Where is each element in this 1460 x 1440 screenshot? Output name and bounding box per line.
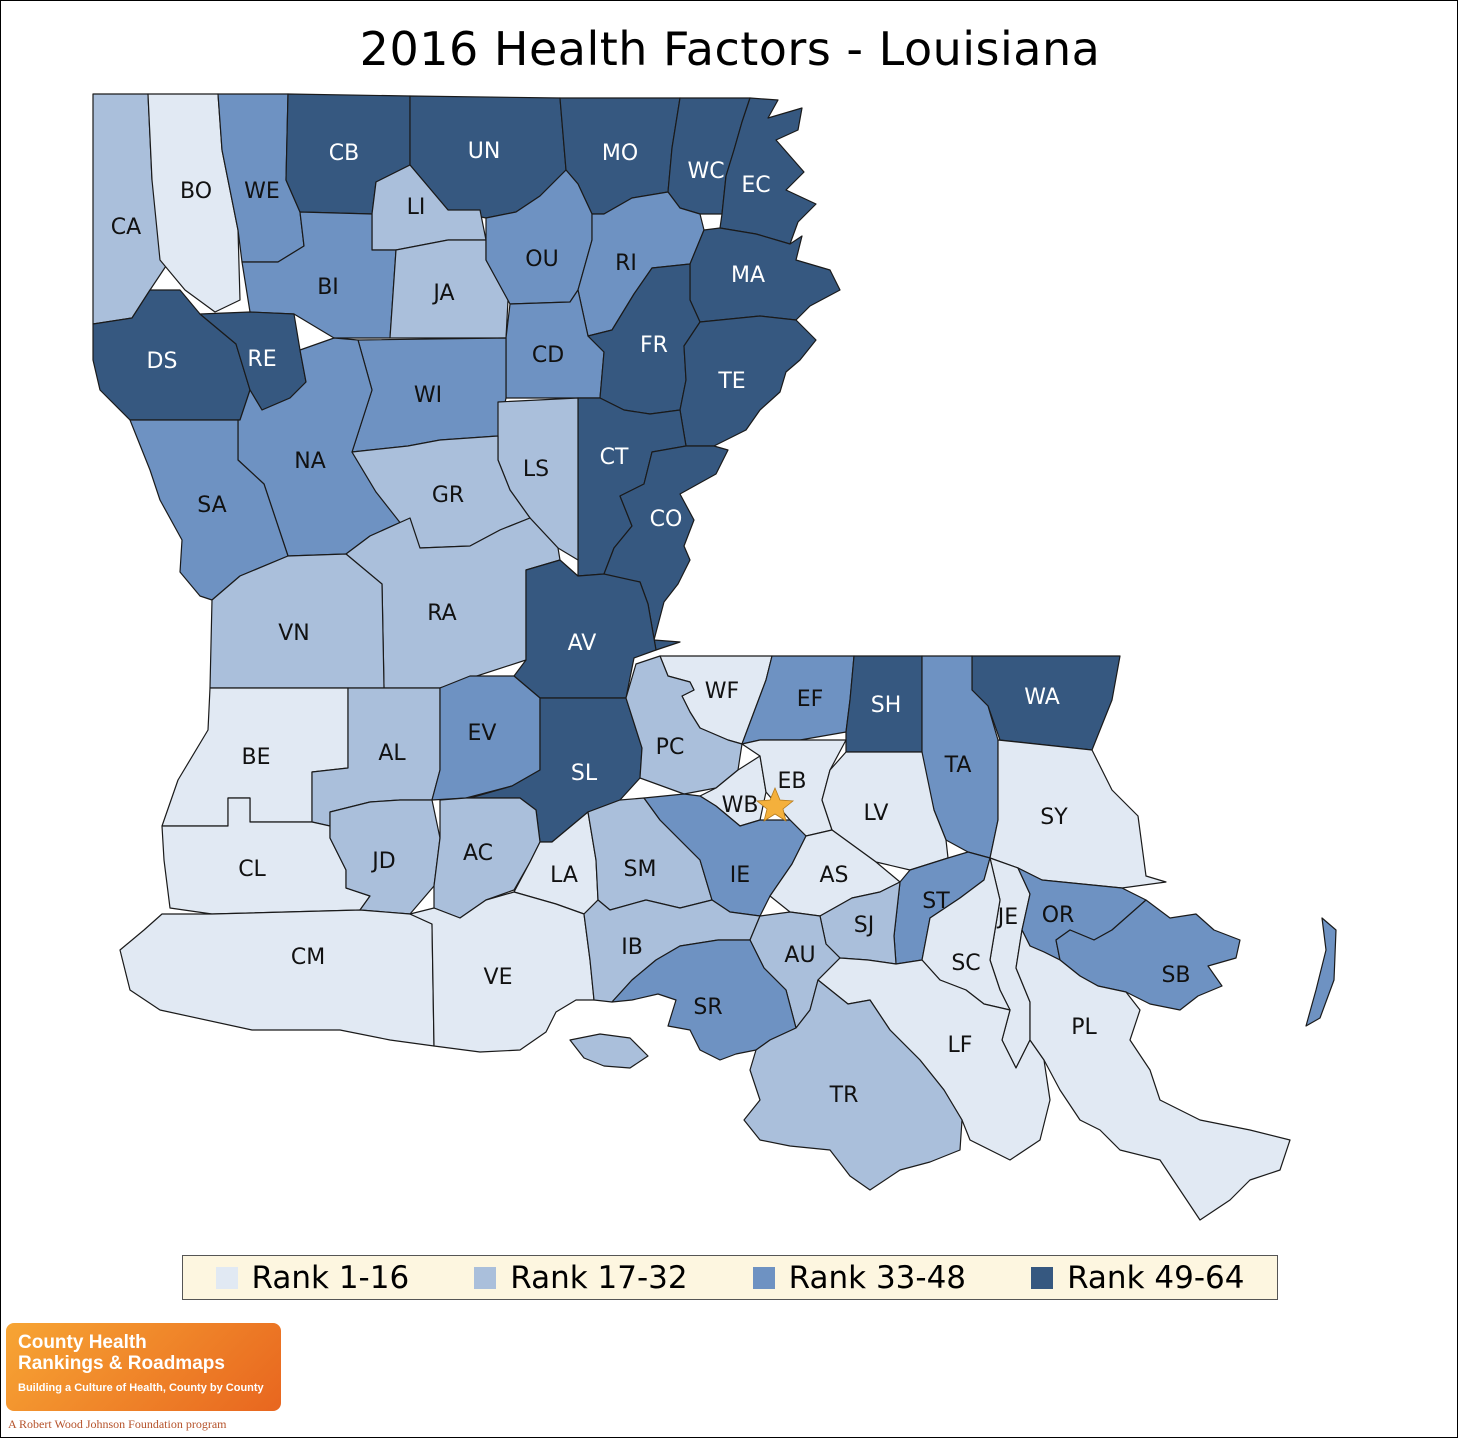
parish-label-ma: MA — [731, 263, 765, 288]
parish-label-wf: WF — [705, 679, 739, 704]
legend-item-rank-1-16: Rank 1-16 — [215, 1259, 410, 1296]
parish-label-ec: EC — [741, 173, 770, 198]
legend-label: Rank 49-64 — [1067, 1259, 1245, 1296]
parish-label-lv: LV — [864, 801, 889, 826]
parish-label-co: CO — [650, 507, 683, 532]
parish-pc[interactable] — [625, 655, 743, 795]
parish-label-te: TE — [717, 369, 745, 394]
parish-label-un: UN — [468, 139, 501, 164]
legend-item-rank-49-64: Rank 49-64 — [1031, 1260, 1244, 1296]
parish-label-cb: CB — [329, 141, 359, 166]
parish-label-pl: PL — [1071, 1015, 1097, 1040]
legend-swatch — [752, 1266, 775, 1289]
parish-label-ie: IE — [730, 863, 750, 888]
parish-label-fr: FR — [640, 333, 668, 358]
parish-label-al: AL — [378, 741, 406, 766]
parish-label-sl: SL — [571, 761, 598, 786]
parish-label-ef: EF — [797, 687, 824, 712]
parish-tr[interactable] — [743, 979, 963, 1191]
legend-label: Rank 1-16 — [251, 1259, 410, 1296]
parish-label-na: NA — [294, 449, 326, 474]
parish-te[interactable] — [679, 315, 817, 447]
logo-line1: County Health — [18, 1332, 147, 1353]
rwjf-credit: A Robert Wood Johnson Foundation program — [8, 1417, 227, 1431]
parish-label-pc: PC — [656, 735, 685, 760]
parish-label-as: AS — [819, 863, 848, 888]
parish-label-tr: TR — [829, 1083, 859, 1108]
parish-label-ls: LS — [523, 457, 549, 482]
parish-label-we: WE — [244, 179, 280, 204]
legend-swatch — [474, 1266, 497, 1289]
parish-label-je: JE — [996, 905, 1018, 930]
parish-label-ca: CA — [111, 215, 141, 240]
county-health-rankings-logo[interactable]: County Health Rankings & Roadmaps Buildi… — [6, 1323, 281, 1411]
legend-label: Rank 17-32 — [510, 1259, 688, 1296]
legend-item-rank-33-48: Rank 33-48 — [752, 1259, 967, 1296]
parish-label-av: AV — [568, 631, 597, 656]
parish-label-sj: SJ — [854, 913, 874, 938]
parish-label-re: RE — [247, 347, 276, 372]
legend-swatch — [1031, 1266, 1054, 1289]
map-title: 2016 Health Factors - Louisiana — [359, 22, 1101, 76]
parish-label-cm: CM — [291, 945, 325, 970]
parish-sr[interactable] — [611, 939, 797, 1061]
parish-label-ri: RI — [615, 251, 637, 276]
legend-item-rank-17-32: Rank 17-32 — [474, 1259, 688, 1296]
parish-pl[interactable] — [1015, 929, 1291, 1221]
parish-label-ja: JA — [431, 281, 454, 306]
parish-label-la: LA — [550, 863, 578, 888]
parish-sy[interactable] — [989, 739, 1167, 889]
parish-label-or: OR — [1042, 903, 1075, 928]
parish-label-vn: VN — [278, 621, 310, 646]
legend-swatch — [215, 1266, 238, 1289]
parish-label-st: ST — [922, 889, 950, 914]
parish-label-be: BE — [242, 745, 271, 770]
parish-label-sm: SM — [624, 857, 657, 882]
parish-label-lf: LF — [948, 1033, 973, 1058]
parish-label-bo: BO — [180, 179, 212, 204]
louisiana-map: CA BO WE CB UN MO WC EC LI BI JA OU RI MA DS RE CD FR TE WI… — [92, 93, 1337, 1221]
parish-isle[interactable] — [569, 1033, 649, 1069]
parish-label-ev: EV — [468, 721, 497, 746]
parish-label-eb: EB — [778, 769, 807, 794]
parish-label-ta: TA — [944, 753, 972, 778]
parish-label-wc: WC — [687, 159, 724, 184]
parish-label-wb: WB — [722, 793, 759, 818]
parish-label-cl: CL — [238, 857, 266, 882]
parish-chand[interactable] — [1305, 917, 1337, 1027]
parish-label-mo: MO — [602, 141, 638, 166]
parish-ac[interactable] — [433, 797, 541, 919]
star-icon — [755, 786, 795, 822]
parish-label-sr: SR — [693, 995, 722, 1020]
parish-ec[interactable] — [719, 97, 817, 245]
parish-label-sy: SY — [1040, 805, 1068, 830]
parish-label-sa: SA — [197, 493, 226, 518]
legend-label: Rank 33-48 — [788, 1259, 967, 1296]
parish-cm[interactable] — [119, 909, 435, 1047]
parish-label-wi: WI — [414, 383, 442, 408]
parish-label-sb: SB — [1161, 963, 1190, 988]
parish-label-ct: CT — [600, 445, 629, 470]
parish-label-sc: SC — [951, 951, 980, 976]
parish-label-li: LI — [407, 195, 426, 220]
logo-tagline: Building a Culture of Health, County by … — [18, 1382, 264, 1394]
legend: Rank 1-16 Rank 17-32 Rank 33-48 Rank 49-… — [182, 1255, 1278, 1300]
parish-label-ou: OU — [525, 247, 558, 272]
parish-label-ve: VE — [484, 965, 513, 990]
parish-label-au: AU — [784, 943, 815, 968]
parish-label-jd: JD — [370, 849, 395, 874]
parish-label-ra: RA — [427, 601, 456, 626]
logo-line2: Rankings & Roadmaps — [18, 1353, 225, 1374]
parish-label-ib: IB — [621, 935, 643, 960]
parish-label-sh: SH — [871, 693, 902, 718]
parish-label-gr: GR — [432, 483, 464, 508]
parish-label-ac: AC — [463, 841, 493, 866]
parish-label-cd: CD — [532, 343, 564, 368]
parish-label-ds: DS — [147, 349, 178, 374]
parish-label-wa: WA — [1024, 685, 1060, 710]
parish-label-bi: BI — [317, 275, 339, 300]
parish-sb[interactable] — [1055, 899, 1241, 1011]
